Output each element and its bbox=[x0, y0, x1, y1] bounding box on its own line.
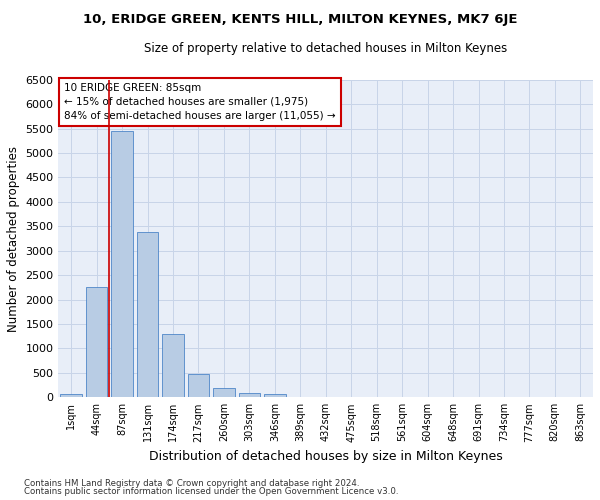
Text: Contains HM Land Registry data © Crown copyright and database right 2024.: Contains HM Land Registry data © Crown c… bbox=[24, 478, 359, 488]
Bar bbox=[162, 334, 184, 398]
Bar bbox=[61, 394, 82, 398]
Bar bbox=[86, 288, 107, 398]
X-axis label: Distribution of detached houses by size in Milton Keynes: Distribution of detached houses by size … bbox=[149, 450, 503, 463]
Text: Contains public sector information licensed under the Open Government Licence v3: Contains public sector information licen… bbox=[24, 487, 398, 496]
Bar bbox=[112, 131, 133, 398]
Title: Size of property relative to detached houses in Milton Keynes: Size of property relative to detached ho… bbox=[144, 42, 508, 55]
Bar bbox=[137, 232, 158, 398]
Bar bbox=[213, 388, 235, 398]
Bar bbox=[264, 394, 286, 398]
Text: 10, ERIDGE GREEN, KENTS HILL, MILTON KEYNES, MK7 6JE: 10, ERIDGE GREEN, KENTS HILL, MILTON KEY… bbox=[83, 12, 517, 26]
Y-axis label: Number of detached properties: Number of detached properties bbox=[7, 146, 20, 332]
Bar bbox=[239, 393, 260, 398]
Bar bbox=[188, 374, 209, 398]
Text: 10 ERIDGE GREEN: 85sqm
← 15% of detached houses are smaller (1,975)
84% of semi-: 10 ERIDGE GREEN: 85sqm ← 15% of detached… bbox=[64, 83, 335, 121]
